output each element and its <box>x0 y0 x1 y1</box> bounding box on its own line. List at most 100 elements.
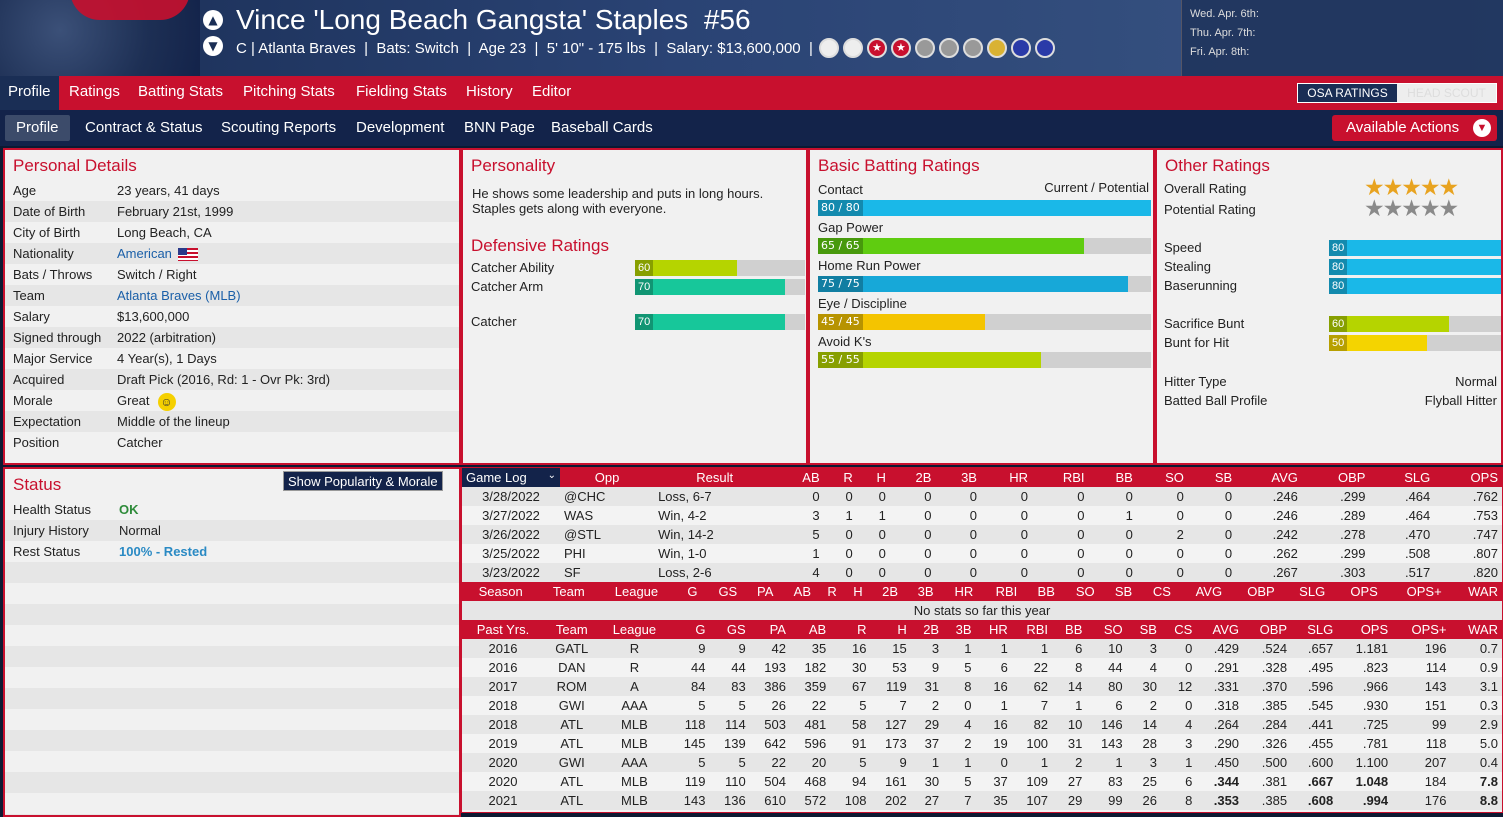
column-header[interactable]: Past Yrs. <box>462 620 545 639</box>
column-header[interactable]: AB <box>777 582 816 601</box>
table-cell[interactable]: PHI <box>560 544 655 563</box>
column-header[interactable]: 2B <box>889 468 936 487</box>
column-header[interactable]: Team <box>539 582 599 601</box>
column-header[interactable]: SB <box>1098 582 1137 601</box>
table-cell[interactable]: Win, 1-0 <box>654 544 776 563</box>
star-badge-icon[interactable]: ★ <box>866 38 887 58</box>
previous-player-button[interactable]: ▲ <box>203 10 223 30</box>
column-header[interactable]: CS <box>1160 620 1197 639</box>
column-header[interactable]: SLG <box>1278 582 1330 601</box>
head-scout-toggle[interactable]: HEAD SCOUT <box>1397 84 1496 102</box>
table-cell[interactable]: WAS <box>560 506 655 525</box>
column-header[interactable]: GS <box>701 582 742 601</box>
column-header[interactable]: R <box>830 620 871 639</box>
column-header[interactable]: Season <box>462 582 540 601</box>
table-cell[interactable]: Win, 14-2 <box>654 525 776 544</box>
subtab-scouting-reports[interactable]: Scouting Reports <box>221 119 337 136</box>
show-popularity-morale-button[interactable]: Show Popularity & Morale <box>283 471 443 491</box>
column-header[interactable]: GS <box>709 620 750 639</box>
column-header[interactable]: 2B <box>910 620 944 639</box>
tab-fielding-stats[interactable]: Fielding Stats <box>356 83 447 100</box>
column-header[interactable]: AVG <box>1236 468 1302 487</box>
column-header[interactable]: RBI <box>1011 620 1053 639</box>
tab-batting-stats[interactable]: Batting Stats <box>138 83 224 100</box>
table-cell[interactable]: Loss, 6-7 <box>654 487 776 506</box>
column-header[interactable]: AB <box>789 620 831 639</box>
column-header[interactable]: SO <box>1058 582 1099 601</box>
column-header[interactable]: G <box>674 582 702 601</box>
column-header[interactable]: SB <box>1126 620 1161 639</box>
table-cell[interactable]: SF <box>560 563 655 582</box>
tab-editor[interactable]: Editor <box>532 83 572 100</box>
column-header[interactable]: League <box>598 582 675 601</box>
column-header[interactable]: WAR <box>1445 582 1502 601</box>
column-header[interactable]: OPS <box>1329 582 1382 601</box>
osa-ratings-toggle[interactable]: OSA RATINGS <box>1298 84 1397 102</box>
column-header[interactable]: H <box>856 468 890 487</box>
allstar-badge-icon[interactable] <box>1010 38 1031 58</box>
available-actions-button[interactable]: Available Actions ▼ <box>1332 115 1497 141</box>
column-header[interactable]: R <box>815 582 841 601</box>
subtab-profile[interactable]: Profile <box>5 115 70 141</box>
badge-icon[interactable] <box>818 38 839 58</box>
column-header[interactable]: BB <box>1088 468 1137 487</box>
column-header[interactable]: 3B <box>943 620 976 639</box>
subtab-development[interactable]: Development <box>356 119 445 136</box>
bat-badge-icon[interactable] <box>962 38 983 58</box>
star-badge-icon[interactable]: ★ <box>890 38 911 58</box>
column-header[interactable]: SLG <box>1369 468 1435 487</box>
column-header[interactable]: RBI <box>977 582 1022 601</box>
tab-history[interactable]: History <box>466 83 513 100</box>
column-header[interactable]: AB <box>775 468 824 487</box>
detail-value-text[interactable]: Atlanta Braves (MLB) <box>117 288 241 303</box>
column-header[interactable]: BB <box>1021 582 1059 601</box>
table-cell[interactable]: @CHC <box>560 487 655 506</box>
column-header[interactable]: AVG <box>1174 582 1227 601</box>
column-header[interactable]: OBP <box>1226 582 1279 601</box>
table-cell[interactable]: Win, 4-2 <box>654 506 776 525</box>
column-header[interactable]: WAR <box>1450 620 1502 639</box>
subtab-contract-status[interactable]: Contract & Status <box>85 119 203 136</box>
column-header[interactable]: H <box>840 582 867 601</box>
column-header[interactable]: SO <box>1136 468 1188 487</box>
badge-icon[interactable] <box>842 38 863 58</box>
column-header[interactable]: PA <box>749 620 790 639</box>
subtab-bnn-page[interactable]: BNN Page <box>464 119 535 136</box>
column-header[interactable]: OPS+ <box>1381 582 1446 601</box>
column-header[interactable]: H <box>870 620 911 639</box>
column-header[interactable]: 3B <box>902 582 938 601</box>
column-header[interactable]: HR <box>937 582 978 601</box>
tab-pitching-stats[interactable]: Pitching Stats <box>243 83 335 100</box>
table-cell[interactable]: Loss, 2-6 <box>654 563 776 582</box>
column-header[interactable]: BB <box>1052 620 1087 639</box>
column-header[interactable]: Opp <box>560 468 655 487</box>
column-header[interactable]: OPS+ <box>1392 620 1451 639</box>
table-cell[interactable]: @STL <box>560 525 655 544</box>
column-header[interactable]: OPS <box>1434 468 1502 487</box>
next-player-button[interactable]: ▼ <box>203 36 223 56</box>
detail-value-text[interactable]: American <box>117 246 172 261</box>
column-header[interactable]: PA <box>741 582 778 601</box>
column-header[interactable]: RBI <box>1032 468 1089 487</box>
column-header[interactable]: HR <box>975 620 1012 639</box>
allstar-badge-icon[interactable] <box>1034 38 1055 58</box>
bat-badge-icon[interactable] <box>914 38 935 58</box>
column-header[interactable]: League <box>599 620 670 639</box>
subtab-baseball-cards[interactable]: Baseball Cards <box>551 119 653 136</box>
column-header[interactable]: HR <box>980 468 1032 487</box>
column-header[interactable]: R <box>823 468 857 487</box>
column-header[interactable]: 3B <box>935 468 981 487</box>
column-header[interactable]: SLG <box>1291 620 1338 639</box>
column-header[interactable]: Team <box>544 620 600 639</box>
column-header[interactable]: OPS <box>1337 620 1393 639</box>
column-header[interactable]: OBP <box>1301 468 1370 487</box>
column-header[interactable]: G <box>669 620 710 639</box>
gold-badge-icon[interactable] <box>986 38 1007 58</box>
column-header[interactable]: CS <box>1136 582 1175 601</box>
column-header[interactable]: OBP <box>1243 620 1292 639</box>
column-header[interactable]: SB <box>1187 468 1237 487</box>
bat-badge-icon[interactable] <box>938 38 959 58</box>
column-header[interactable]: 2B <box>866 582 903 601</box>
column-header[interactable]: SO <box>1086 620 1127 639</box>
tab-ratings[interactable]: Ratings <box>69 83 120 100</box>
